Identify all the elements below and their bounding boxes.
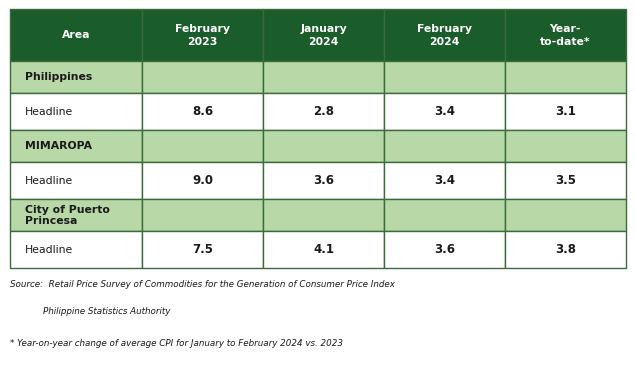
Text: 3.6: 3.6 [313, 175, 334, 187]
Text: MIMAROPA: MIMAROPA [25, 141, 92, 152]
Text: 3.5: 3.5 [555, 175, 576, 187]
Bar [10, 61, 142, 93]
Bar [142, 9, 263, 61]
Text: Area: Area [62, 31, 90, 40]
Text: Headline: Headline [25, 245, 73, 255]
Text: 3.4: 3.4 [434, 106, 455, 118]
Text: 7.5: 7.5 [192, 244, 213, 256]
Bar [384, 9, 505, 61]
Text: 8.6: 8.6 [192, 106, 213, 118]
Text: * Year-on-year change of average CPI for January to February 2024 vs. 2023: * Year-on-year change of average CPI for… [10, 339, 343, 348]
Text: 9.0: 9.0 [192, 175, 213, 187]
Bar [142, 199, 263, 231]
Bar [142, 162, 263, 199]
Bar [263, 9, 384, 61]
Bar [505, 162, 626, 199]
Bar [142, 61, 263, 93]
Bar [10, 93, 142, 130]
Text: 2.8: 2.8 [313, 106, 334, 118]
Text: Year-
to-date*: Year- to-date* [540, 24, 591, 47]
Bar [384, 61, 505, 93]
Bar [505, 130, 626, 162]
Bar [505, 93, 626, 130]
Bar [142, 231, 263, 268]
Text: Source:  Retail Price Survey of Commodities for the Generation of Consumer Price: Source: Retail Price Survey of Commoditi… [10, 280, 394, 289]
Text: 4.1: 4.1 [313, 244, 334, 256]
Bar [384, 231, 505, 268]
Bar [263, 231, 384, 268]
Text: February
2023: February 2023 [175, 24, 230, 47]
Text: City of Puerto
Princesa: City of Puerto Princesa [25, 205, 110, 226]
Bar [10, 130, 142, 162]
Bar [10, 162, 142, 199]
Text: January
2024: January 2024 [300, 24, 347, 47]
Bar [10, 231, 142, 268]
Bar [505, 61, 626, 93]
Bar [505, 231, 626, 268]
Bar [384, 130, 505, 162]
Bar [142, 130, 263, 162]
Bar [384, 162, 505, 199]
Bar [263, 130, 384, 162]
Text: 3.8: 3.8 [555, 244, 576, 256]
Bar [505, 199, 626, 231]
Bar [10, 199, 142, 231]
Bar [505, 9, 626, 61]
Bar [384, 199, 505, 231]
Bar [10, 9, 142, 61]
Text: Headline: Headline [25, 176, 73, 186]
Text: 3.1: 3.1 [555, 106, 576, 118]
Bar [384, 93, 505, 130]
Text: 3.6: 3.6 [434, 244, 455, 256]
Text: Philippine Statistics Authority: Philippine Statistics Authority [10, 307, 170, 316]
Bar [263, 93, 384, 130]
Text: February
2024: February 2024 [417, 24, 472, 47]
Bar [263, 162, 384, 199]
Bar [263, 199, 384, 231]
Bar [263, 61, 384, 93]
Text: 3.4: 3.4 [434, 175, 455, 187]
Text: Headline: Headline [25, 107, 73, 117]
Bar [142, 93, 263, 130]
Text: Philippines: Philippines [25, 72, 92, 83]
